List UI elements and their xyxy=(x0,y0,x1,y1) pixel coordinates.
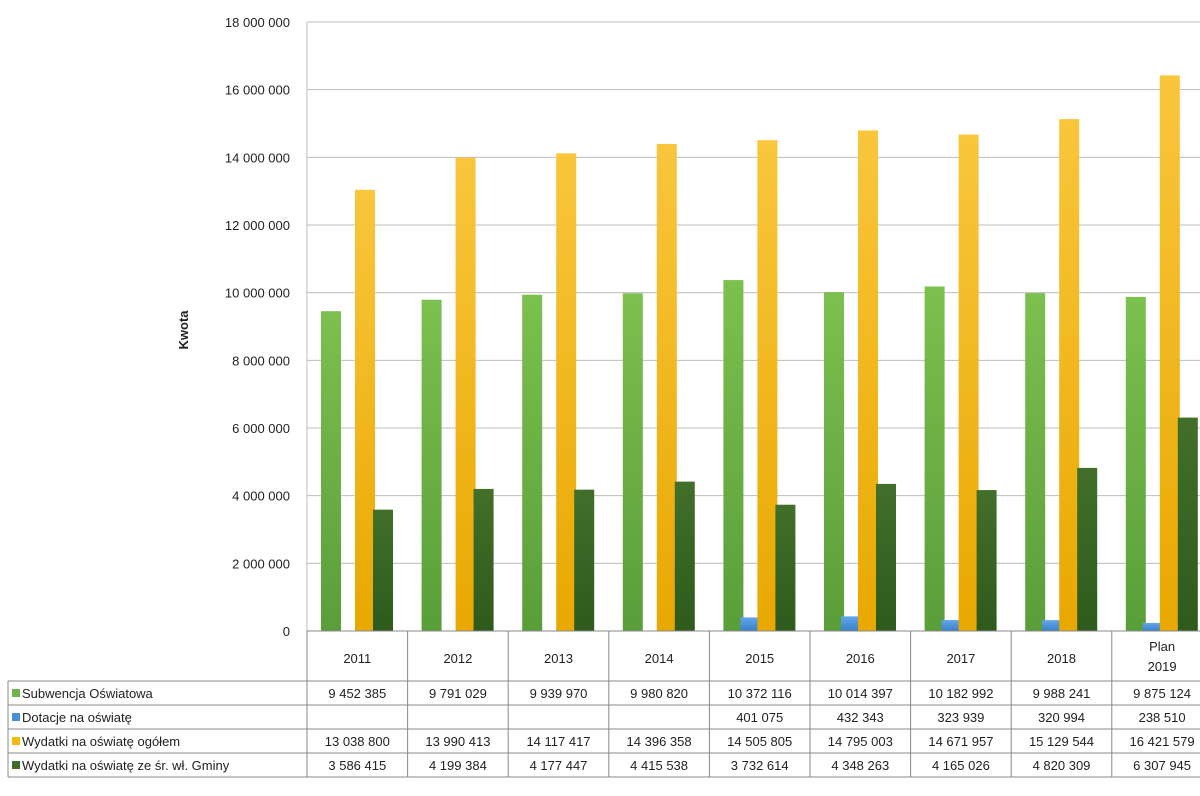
data-label: 4 348 263 xyxy=(831,758,889,773)
x-tick-label: 2017 xyxy=(946,651,975,666)
bar xyxy=(1059,119,1080,631)
legend-label: Dotacje na oświatę xyxy=(22,710,132,725)
data-label: 9 980 820 xyxy=(630,686,688,701)
bar xyxy=(941,620,962,631)
bar xyxy=(1177,417,1198,631)
y-tick-label: 0 xyxy=(283,624,290,639)
bar xyxy=(757,140,778,631)
data-label: 4 177 447 xyxy=(530,758,588,773)
data-label: 4 415 538 xyxy=(630,758,688,773)
data-label: 401 075 xyxy=(736,710,783,725)
bar xyxy=(574,489,595,631)
x-tick-label: 2016 xyxy=(846,651,875,666)
bar xyxy=(723,280,744,631)
bars xyxy=(321,75,1198,631)
data-label: 10 182 992 xyxy=(928,686,993,701)
y-tick-label: 8 000 000 xyxy=(232,353,290,368)
x-tick-label: 2015 xyxy=(745,651,774,666)
bar xyxy=(841,616,861,631)
data-label: 14 795 003 xyxy=(828,734,893,749)
x-tick-label: 2011 xyxy=(343,651,371,666)
bar xyxy=(556,153,577,631)
y-tick-label: 4 000 000 xyxy=(232,489,290,504)
bar xyxy=(1042,620,1063,631)
data-label: 16 421 579 xyxy=(1130,734,1195,749)
bar xyxy=(858,130,878,631)
legend-label: Subwencja Oświatowa xyxy=(22,686,154,701)
legend-label: Wydatki na oświatę ogółem xyxy=(22,734,180,749)
legend-key xyxy=(12,737,20,745)
bar xyxy=(775,504,796,631)
y-tick-label: 16 000 000 xyxy=(225,83,290,98)
bar xyxy=(876,483,896,631)
data-label: 6 307 945 xyxy=(1133,758,1191,773)
data-label: 14 505 805 xyxy=(727,734,792,749)
bar xyxy=(674,481,695,631)
x-tick-label: 2014 xyxy=(645,651,674,666)
data-label: 9 452 385 xyxy=(328,686,386,701)
data-label: 4 165 026 xyxy=(932,758,990,773)
x-tick-label: 2019 xyxy=(1148,659,1177,674)
data-label: 14 671 957 xyxy=(928,734,993,749)
data-label: 9 791 029 xyxy=(429,686,487,701)
x-tick-label: 2013 xyxy=(544,651,573,666)
data-table: 2011 2012 2013 2014 2015 2016 2017 2018 Plan 2019… xyxy=(7,630,1200,778)
bar xyxy=(924,286,945,631)
bar xyxy=(355,189,375,631)
legend-label: Wydatki na oświatę ze śr. wł. Gminy xyxy=(22,758,230,773)
bar xyxy=(1159,75,1180,631)
legend-key xyxy=(12,689,20,697)
x-tick-label: 2018 xyxy=(1047,651,1076,666)
bar xyxy=(976,490,997,631)
bar xyxy=(473,488,494,631)
data-label: 432 343 xyxy=(837,710,884,725)
data-label: 10 372 116 xyxy=(728,686,792,701)
y-tick-label: 18 000 000 xyxy=(225,15,290,30)
y-tick-label: 6 000 000 xyxy=(232,421,290,436)
data-label: 13 990 413 xyxy=(425,734,490,749)
data-label: 9 988 241 xyxy=(1033,686,1091,701)
data-label: 15 129 544 xyxy=(1029,734,1094,749)
data-label: 10 014 397 xyxy=(828,686,893,701)
data-label: 238 510 xyxy=(1139,710,1186,725)
bar xyxy=(321,311,341,631)
bar xyxy=(421,299,442,631)
y-tick-label: 2 000 000 xyxy=(232,556,290,571)
bar xyxy=(522,294,543,631)
legend-key xyxy=(12,713,20,721)
bar xyxy=(656,143,677,631)
data-label: 9 939 970 xyxy=(530,686,588,701)
data-label: 3 732 614 xyxy=(731,758,789,773)
data-label: 4 820 309 xyxy=(1033,758,1091,773)
data-label: 323 939 xyxy=(937,710,984,725)
data-label: 9 875 124 xyxy=(1133,686,1191,701)
data-label: 320 994 xyxy=(1038,710,1085,725)
y-axis-ticks: 0 2 000 000 4 000 000 6 000 000 8 000 000 10 … xyxy=(225,15,290,639)
legend-key xyxy=(12,761,20,769)
bar xyxy=(1077,467,1098,631)
bar xyxy=(455,157,476,631)
data-label: 3 586 415 xyxy=(328,758,386,773)
bar xyxy=(622,293,643,631)
data-label: 4 199 384 xyxy=(429,758,487,773)
bar xyxy=(1125,296,1146,631)
data-label: 13 038 800 xyxy=(325,734,390,749)
bar xyxy=(958,134,979,631)
x-tick-label: Plan xyxy=(1149,639,1175,654)
bar xyxy=(740,617,761,631)
bar xyxy=(824,292,844,631)
y-tick-label: 14 000 000 xyxy=(225,150,290,165)
y-tick-label: 10 000 000 xyxy=(225,286,290,301)
y-axis-label: Kwota xyxy=(176,310,191,350)
data-label: 14 117 417 xyxy=(526,734,590,749)
bar xyxy=(1142,622,1163,631)
data-label: 14 396 358 xyxy=(627,734,692,749)
y-tick-label: 12 000 000 xyxy=(225,218,290,233)
x-tick-label: 2012 xyxy=(443,651,472,666)
bar xyxy=(373,509,393,631)
bar xyxy=(1025,293,1046,631)
